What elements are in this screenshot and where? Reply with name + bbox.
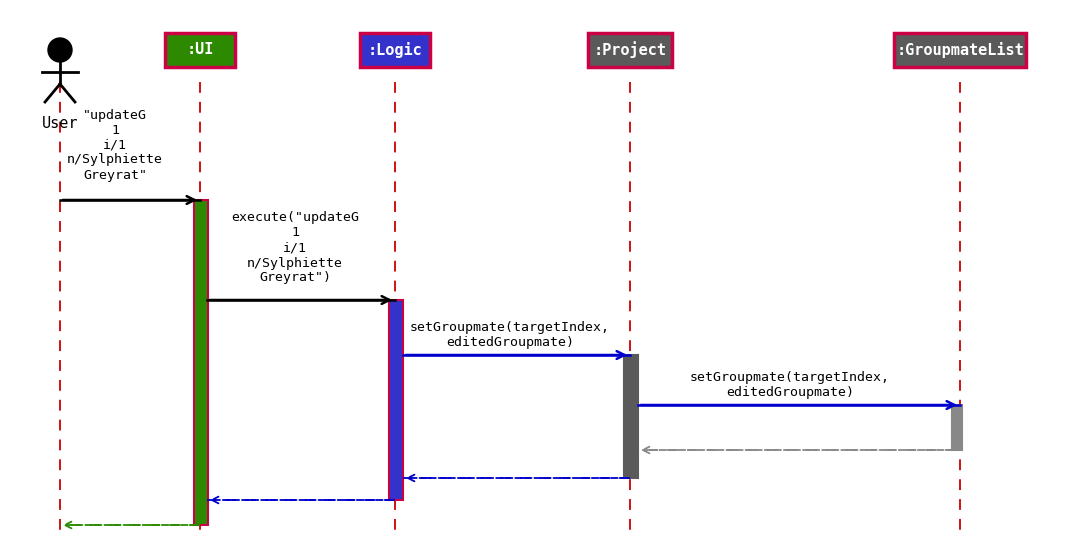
Text: setGroupmate(targetIndex,
editedGroupmate): setGroupmate(targetIndex, editedGroupmat…: [410, 321, 610, 349]
FancyBboxPatch shape: [360, 33, 430, 67]
Text: :UI: :UI: [187, 43, 214, 58]
Text: User: User: [41, 116, 78, 131]
FancyBboxPatch shape: [165, 33, 235, 67]
Text: :Project: :Project: [593, 42, 666, 58]
FancyBboxPatch shape: [894, 33, 1026, 67]
FancyBboxPatch shape: [588, 33, 672, 67]
Bar: [390, 300, 403, 500]
Bar: [952, 405, 962, 450]
Text: :GroupmateList: :GroupmateList: [896, 42, 1024, 58]
Text: setGroupmate(targetIndex,
editedGroupmate): setGroupmate(targetIndex, editedGroupmat…: [690, 371, 890, 399]
Text: "updateG
1
i/1
n/Sylphiette
Greyrat": "updateG 1 i/1 n/Sylphiette Greyrat": [67, 108, 163, 181]
Circle shape: [48, 38, 72, 62]
Bar: [194, 200, 208, 525]
Text: execute("updateG
1
i/1
n/Sylphiette
Greyrat"): execute("updateG 1 i/1 n/Sylphiette Grey…: [231, 211, 359, 285]
Bar: [624, 355, 638, 478]
Text: :Logic: :Logic: [368, 42, 422, 58]
